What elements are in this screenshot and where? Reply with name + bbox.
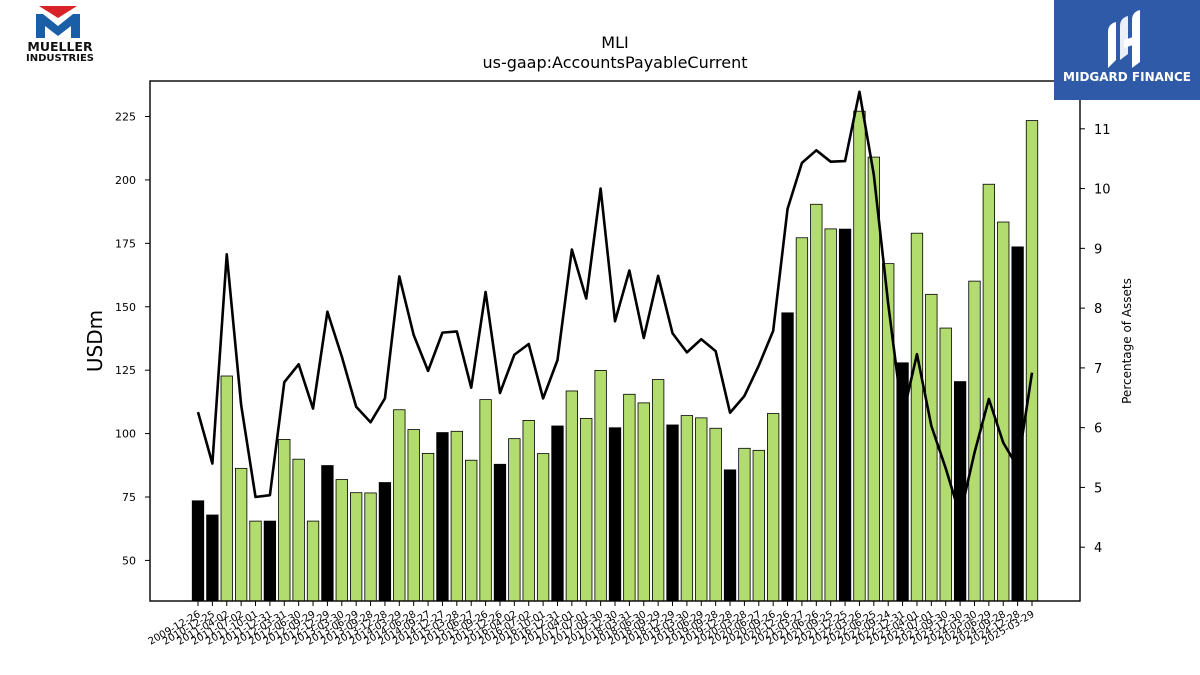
bar: [536, 453, 550, 602]
percentage-line: [196, 90, 1034, 517]
bar: [651, 379, 665, 602]
y-tick-label: 50: [122, 554, 136, 567]
bar: [522, 419, 535, 602]
bar: [982, 183, 996, 602]
y2-tick-label: 11: [1094, 123, 1111, 138]
mueller-logo-line2: INDUSTRIES: [26, 53, 94, 64]
bar: [479, 399, 492, 602]
bar-series: [191, 110, 1039, 602]
y2-tick-label: 9: [1094, 242, 1102, 257]
bar: [1025, 120, 1039, 602]
bar: [723, 469, 737, 602]
y2-tick-label: 8: [1094, 302, 1102, 317]
bar: [608, 427, 622, 602]
bar: [249, 520, 262, 602]
bar: [335, 479, 348, 602]
bar: [191, 500, 205, 602]
bar: [565, 390, 579, 602]
bar: [493, 463, 507, 602]
bar: [680, 415, 694, 602]
y-axis-label: USDm: [83, 310, 107, 372]
bar: [580, 417, 593, 602]
bar: [465, 459, 478, 602]
y-tick-label: 100: [115, 428, 136, 441]
bar: [623, 393, 636, 602]
bar: [795, 237, 809, 602]
bar: [997, 221, 1010, 602]
mueller-logo-line1: MUELLER: [27, 39, 93, 54]
y-tick-label: 125: [115, 364, 136, 377]
y-tick-label: 225: [115, 111, 136, 124]
y-tick-label: 200: [115, 174, 136, 187]
bar: [206, 514, 219, 602]
y2-tick-label: 6: [1094, 422, 1102, 437]
chart-title: MLI: [601, 33, 628, 52]
chart-subtitle: us-gaap:AccountsPayableCurrent: [482, 53, 747, 72]
bar: [292, 458, 305, 602]
bar: [738, 447, 751, 602]
bar: [867, 156, 880, 602]
y2-tick-label: 5: [1094, 481, 1102, 496]
y2-tick-label: 10: [1094, 183, 1111, 198]
bar: [838, 228, 852, 602]
bar: [910, 232, 924, 602]
bar: [709, 427, 722, 602]
y2-axis-label: Percentage of Assets: [1120, 278, 1134, 404]
midgard-logo-text: MIDGARD FINANCE: [1063, 70, 1191, 84]
bar: [278, 439, 291, 602]
y-tick-label: 150: [115, 301, 136, 314]
bar: [508, 438, 521, 602]
bar: [364, 492, 377, 602]
bar: [407, 429, 420, 602]
left-axis-ticks: 50 75 100 125 150 175 200 225: [115, 111, 150, 567]
right-axis-ticks: 4 5 6 7 8 9 10 11: [1080, 123, 1111, 556]
bar: [350, 492, 363, 602]
bar: [953, 381, 967, 602]
bar: [321, 465, 334, 602]
y2-tick-label: 4: [1094, 541, 1102, 556]
bar: [263, 520, 277, 602]
bar: [882, 263, 895, 602]
midgard-logo-icon: [1108, 10, 1140, 68]
bar: [767, 413, 780, 602]
bar: [1011, 246, 1024, 602]
bar: [637, 402, 650, 602]
bar: [666, 424, 679, 602]
y-tick-label: 75: [122, 491, 136, 504]
bar: [393, 409, 406, 602]
y2-tick-label: 7: [1094, 362, 1102, 377]
bar: [781, 312, 794, 602]
x-axis-ticks: 2009-12-262010-12-252011-04-022011-07-02…: [147, 601, 1037, 648]
bar: [824, 228, 837, 602]
bar: [421, 452, 435, 602]
bar: [378, 482, 392, 602]
bar: [594, 370, 607, 602]
bar: [551, 425, 564, 602]
bar: [925, 293, 938, 602]
bar: [450, 430, 463, 602]
percentage-line-series: [196, 90, 1034, 517]
y-tick-label: 175: [115, 237, 136, 250]
mueller-logo-icon: [36, 6, 80, 38]
mueller-industries-logo: MUELLER INDUSTRIES: [18, 6, 102, 68]
bar: [220, 375, 233, 602]
bar: [436, 432, 449, 602]
bar: [234, 467, 248, 602]
midgard-finance-logo: MIDGARD FINANCE: [1054, 0, 1200, 100]
bar: [306, 520, 320, 602]
bar: [853, 110, 866, 602]
bar: [810, 203, 823, 602]
bar: [695, 417, 708, 602]
bar: [752, 449, 765, 602]
